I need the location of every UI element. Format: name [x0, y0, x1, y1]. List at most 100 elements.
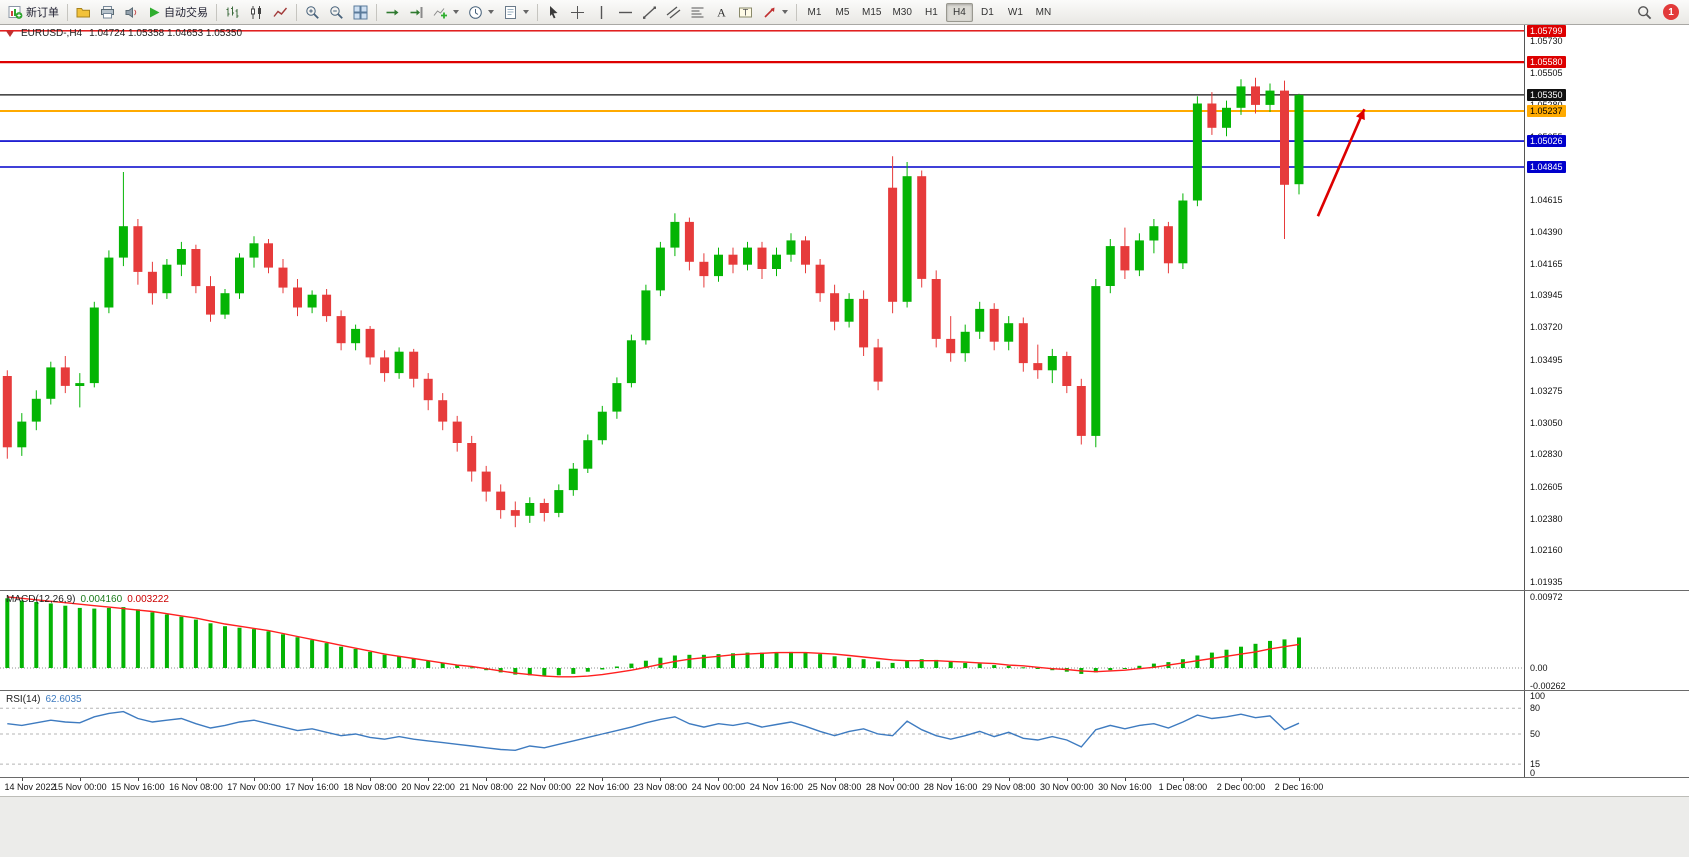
candlestick-chart — [0, 30, 1524, 528]
trendline-button[interactable] — [638, 2, 661, 23]
autotrade-play-icon — [150, 7, 160, 17]
macd-axis-label: 0.00972 — [1530, 592, 1563, 602]
chart-menu-icon[interactable] — [6, 30, 14, 37]
alerts-button[interactable] — [120, 2, 143, 23]
macd-histogram — [5, 598, 1301, 677]
timeframe-m30-button[interactable]: M30 — [887, 3, 916, 22]
rsi-axis-label: 15 — [1530, 759, 1541, 770]
line-chart-button[interactable] — [269, 2, 292, 23]
time-label: 16 Nov 08:00 — [169, 782, 223, 792]
chevron-down-icon — [488, 10, 494, 14]
price-tick-label: 1.05730 — [1530, 35, 1563, 46]
bar-chart-button[interactable] — [221, 2, 244, 23]
price-tick-label: 1.03495 — [1530, 354, 1563, 365]
auto-scroll-icon — [386, 9, 399, 15]
zoom-out-icon — [330, 5, 343, 19]
fibonacci-button[interactable] — [686, 2, 709, 23]
autotrade-button[interactable]: 自动交易 — [144, 2, 212, 23]
time-tick — [1182, 778, 1184, 781]
arrows-tool-icon — [764, 7, 775, 18]
time-label: 29 Nov 08:00 — [981, 782, 1036, 792]
toolbar-separator — [796, 3, 797, 21]
time-label: 17 Nov 16:00 — [285, 782, 339, 792]
timeframe-m5-button[interactable]: M5 — [829, 3, 856, 22]
time-label: 30 Nov 16:00 — [1098, 782, 1152, 792]
indicators-icon — [433, 7, 447, 18]
time-label: 22 Nov 00:00 — [517, 782, 572, 792]
timeframe-m15-button[interactable]: M15 — [857, 3, 886, 22]
price-tick-label: 1.02160 — [1530, 545, 1563, 556]
print-button[interactable] — [96, 2, 119, 23]
time-tick — [950, 778, 952, 781]
toolbar: 新订单 自动交易 — [0, 0, 1689, 25]
time-label: 30 Nov 00:00 — [1040, 782, 1094, 792]
periods-button[interactable] — [464, 2, 498, 23]
time-label: 24 Nov 00:00 — [691, 782, 746, 792]
timeframe-h4-button[interactable]: H4 — [945, 2, 973, 22]
window-background — [0, 797, 1689, 857]
text-button[interactable]: A — [710, 2, 733, 23]
svg-text:T: T — [743, 7, 749, 17]
crosshair-button[interactable] — [566, 2, 589, 23]
time-label: 28 Nov 16:00 — [923, 782, 978, 792]
cursor-button[interactable] — [542, 2, 565, 23]
trend-arrow — [1316, 108, 1366, 217]
print-icon — [101, 5, 114, 18]
notification-badge[interactable]: 1 — [1663, 4, 1679, 20]
price-chart-panel[interactable]: EURUSD-,H4 1.04724 1.05358 1.04653 1.053… — [0, 24, 1689, 591]
price-tick-label: 1.05505 — [1530, 67, 1563, 78]
time-tick — [486, 778, 488, 781]
rsi-label: RSI(14) — [6, 694, 41, 705]
time-label: 18 Nov 08:00 — [343, 782, 397, 792]
time-tick — [1299, 778, 1301, 781]
indicators-button[interactable] — [429, 2, 463, 23]
chart-shift-button[interactable] — [405, 2, 428, 23]
timeframe-mn-button[interactable]: MN — [1030, 3, 1057, 22]
rsi-panel[interactable]: RSI(14) 62.6035 100 80 50 15 0 — [0, 691, 1689, 778]
price-axis: 1.057301.055051.052801.050551.048301.046… — [1525, 24, 1689, 590]
timeframe-h1-button[interactable]: H1 — [918, 3, 945, 22]
zoom-out-button[interactable] — [325, 2, 348, 23]
svg-text:A: A — [717, 5, 726, 19]
search-button[interactable] — [1633, 2, 1656, 23]
time-axis[interactable]: 14 Nov 2022 15 Nov 00:00 15 Nov 16:00 16 No… — [0, 778, 1689, 797]
timeframe-d1-button[interactable]: D1 — [974, 3, 1001, 22]
text-label-button[interactable]: T — [734, 2, 757, 23]
horizontal-line-button[interactable] — [614, 2, 637, 23]
axis-separator — [1524, 691, 1525, 777]
time-label: 23 Nov 08:00 — [633, 782, 688, 792]
time-label: 20 Nov 22:00 — [401, 782, 455, 792]
timeframe-w1-button[interactable]: W1 — [1002, 3, 1029, 22]
profiles-button[interactable] — [72, 2, 95, 23]
macd-panel[interactable]: MACD(12,26,9) 0.004160 0.003222 0.00972 0… — [0, 591, 1689, 691]
time-label: 15 Nov 00:00 — [53, 782, 107, 792]
price-tick-label: 1.02605 — [1530, 481, 1563, 492]
equidistant-channel-icon — [666, 5, 681, 19]
vertical-line-icon — [600, 5, 603, 19]
auto-scroll-button[interactable] — [381, 2, 404, 23]
time-tick — [312, 778, 314, 781]
macd-axis: 0.00972 0.00 -0.00262 — [1525, 591, 1689, 691]
time-label: 2 Dec 16:00 — [1274, 782, 1324, 792]
price-tick-label: 1.05280 — [1530, 100, 1563, 110]
vertical-line-button[interactable] — [590, 2, 613, 23]
macd-label: MACD(12,26,9) — [6, 594, 76, 605]
candlestick-chart-button[interactable] — [245, 2, 268, 23]
new-order-label: 新订单 — [26, 7, 59, 19]
time-tick — [195, 778, 197, 781]
tile-windows-button[interactable] — [349, 2, 372, 23]
symbol-period-label: EURUSD-,H4 — [21, 28, 83, 39]
fibonacci-icon — [691, 7, 704, 17]
zoom-in-button[interactable] — [301, 2, 324, 23]
profiles-folder-icon — [76, 7, 90, 17]
templates-button[interactable] — [499, 2, 533, 23]
price-tick-label: 1.03275 — [1530, 385, 1563, 396]
channel-button[interactable] — [662, 2, 685, 23]
time-label: 28 Nov 00:00 — [865, 782, 920, 792]
time-tick — [544, 778, 546, 781]
time-tick — [21, 778, 23, 781]
arrows-button[interactable] — [758, 2, 792, 23]
new-order-button[interactable]: 新订单 — [4, 2, 63, 23]
toolbar-separator — [67, 3, 68, 21]
timeframe-m1-button[interactable]: M1 — [801, 3, 828, 22]
